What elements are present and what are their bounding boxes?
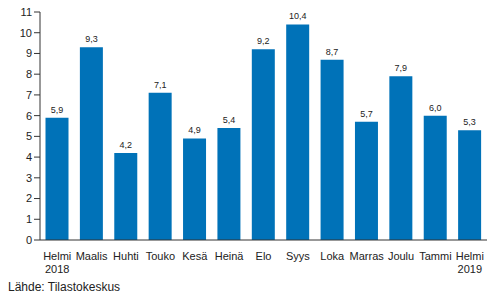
svg-text:7: 7 [26,89,32,101]
svg-text:3: 3 [26,172,32,184]
svg-text:10: 10 [20,27,32,39]
svg-text:6,0: 6,0 [429,103,442,113]
svg-text:9,3: 9,3 [85,34,98,44]
svg-text:4,2: 4,2 [120,140,133,150]
svg-text:11: 11 [21,6,32,18]
html-text:Lähde: Tilastokeskus: Lähde: Tilastokeskus [8,280,121,294]
svg-text:5,9: 5,9 [51,105,64,115]
svg-text:6: 6 [26,110,32,122]
svg-text:Elo: Elo [256,250,272,262]
svg-text:5,4: 5,4 [223,115,236,125]
svg-text:4: 4 [26,151,32,163]
svg-text:Maalis: Maalis [76,250,108,262]
svg-text:4,9: 4,9 [188,125,201,135]
svg-text:0: 0 [26,234,32,246]
svg-text:7,9: 7,9 [395,63,408,73]
svg-text:1: 1 [26,213,32,225]
svg-text:Kesä: Kesä [182,250,208,262]
svg-text:9: 9 [26,47,32,59]
svg-text:5: 5 [26,130,32,142]
svg-text:5,7: 5,7 [360,109,373,119]
svg-text:Huhti: Huhti [113,250,139,262]
svg-text:8,7: 8,7 [326,47,339,57]
svg-text:Touko: Touko [146,250,175,262]
svg-text:7,1: 7,1 [154,80,167,90]
svg-text:5,3: 5,3 [463,117,476,127]
svg-text:Heinä: Heinä [215,250,245,262]
svg-text:Marras: Marras [350,250,385,262]
svg-text:8: 8 [26,68,32,80]
svg-text:10,4: 10,4 [289,11,307,21]
svg-text:Helmi2018: Helmi2018 [43,250,71,275]
svg-text:9,2: 9,2 [257,36,270,46]
svg-text:Joulu: Joulu [388,250,414,262]
svg-text:Tammi: Tammi [419,250,451,262]
svg-text:2: 2 [26,192,32,204]
svg-text:Syys: Syys [286,250,310,262]
svg-text:Helmi2019: Helmi2019 [456,250,484,275]
svg-text:Loka: Loka [320,250,345,262]
